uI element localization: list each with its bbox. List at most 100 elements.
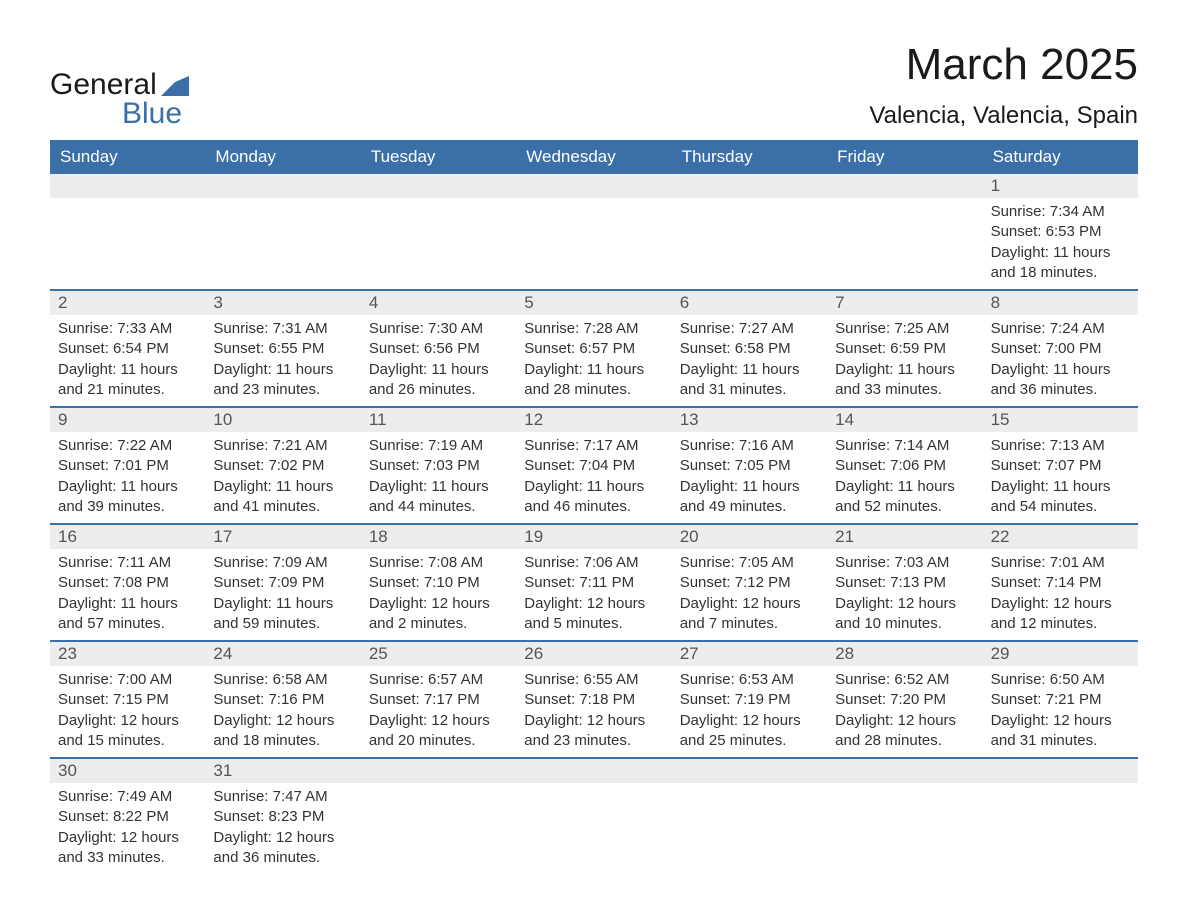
weekday-label: Saturday xyxy=(983,140,1138,174)
sunrise-line: Sunrise: 7:01 AM xyxy=(991,553,1130,573)
day-cell: 15Sunrise: 7:13 AMSunset: 7:07 PMDayligh… xyxy=(983,408,1138,523)
sunrise-line: Sunrise: 6:52 AM xyxy=(835,670,974,690)
sunrise-line: Sunrise: 7:30 AM xyxy=(369,319,508,339)
day-cell xyxy=(983,759,1138,874)
day-body: Sunrise: 6:58 AMSunset: 7:16 PMDaylight:… xyxy=(205,666,360,757)
daylight-line: Daylight: 12 hours and 20 minutes. xyxy=(369,711,508,752)
day-body: Sunrise: 7:05 AMSunset: 7:12 PMDaylight:… xyxy=(672,549,827,640)
week-row: 23Sunrise: 7:00 AMSunset: 7:15 PMDayligh… xyxy=(50,642,1138,759)
day-cell: 25Sunrise: 6:57 AMSunset: 7:17 PMDayligh… xyxy=(361,642,516,757)
sunrise-line: Sunrise: 6:50 AM xyxy=(991,670,1130,690)
day-cell: 26Sunrise: 6:55 AMSunset: 7:18 PMDayligh… xyxy=(516,642,671,757)
sunrise-line: Sunrise: 7:27 AM xyxy=(680,319,819,339)
sunset-line: Sunset: 7:08 PM xyxy=(58,573,197,593)
calendar: SundayMondayTuesdayWednesdayThursdayFrid… xyxy=(50,140,1138,874)
sunrise-line: Sunrise: 7:25 AM xyxy=(835,319,974,339)
weekday-label: Thursday xyxy=(672,140,827,174)
day-number xyxy=(516,759,671,783)
day-cell: 9Sunrise: 7:22 AMSunset: 7:01 PMDaylight… xyxy=(50,408,205,523)
sunset-line: Sunset: 7:19 PM xyxy=(680,690,819,710)
day-body xyxy=(827,783,982,803)
day-number: 5 xyxy=(516,291,671,315)
day-body: Sunrise: 6:53 AMSunset: 7:19 PMDaylight:… xyxy=(672,666,827,757)
sunrise-line: Sunrise: 7:31 AM xyxy=(213,319,352,339)
weekday-header-row: SundayMondayTuesdayWednesdayThursdayFrid… xyxy=(50,140,1138,174)
day-cell: 12Sunrise: 7:17 AMSunset: 7:04 PMDayligh… xyxy=(516,408,671,523)
day-cell xyxy=(672,759,827,874)
sunset-line: Sunset: 7:03 PM xyxy=(369,456,508,476)
day-body xyxy=(983,783,1138,803)
day-number: 22 xyxy=(983,525,1138,549)
day-cell: 5Sunrise: 7:28 AMSunset: 6:57 PMDaylight… xyxy=(516,291,671,406)
sunrise-line: Sunrise: 6:58 AM xyxy=(213,670,352,690)
weekday-label: Friday xyxy=(827,140,982,174)
day-number: 17 xyxy=(205,525,360,549)
day-number: 7 xyxy=(827,291,982,315)
day-number xyxy=(827,759,982,783)
sunrise-line: Sunrise: 7:49 AM xyxy=(58,787,197,807)
daylight-line: Daylight: 12 hours and 2 minutes. xyxy=(369,594,508,635)
day-number: 30 xyxy=(50,759,205,783)
sunrise-line: Sunrise: 7:06 AM xyxy=(524,553,663,573)
sunrise-line: Sunrise: 7:03 AM xyxy=(835,553,974,573)
day-number: 14 xyxy=(827,408,982,432)
day-cell xyxy=(516,174,671,289)
day-cell: 24Sunrise: 6:58 AMSunset: 7:16 PMDayligh… xyxy=(205,642,360,757)
daylight-line: Daylight: 11 hours and 44 minutes. xyxy=(369,477,508,518)
daylight-line: Daylight: 12 hours and 15 minutes. xyxy=(58,711,197,752)
day-number: 26 xyxy=(516,642,671,666)
week-row: 30Sunrise: 7:49 AMSunset: 8:22 PMDayligh… xyxy=(50,759,1138,874)
day-body: Sunrise: 7:13 AMSunset: 7:07 PMDaylight:… xyxy=(983,432,1138,523)
day-body: Sunrise: 7:24 AMSunset: 7:00 PMDaylight:… xyxy=(983,315,1138,406)
day-body xyxy=(516,198,671,218)
day-number: 18 xyxy=(361,525,516,549)
day-number xyxy=(672,174,827,198)
sunrise-line: Sunrise: 7:11 AM xyxy=(58,553,197,573)
day-number: 29 xyxy=(983,642,1138,666)
daylight-line: Daylight: 11 hours and 26 minutes. xyxy=(369,360,508,401)
day-body: Sunrise: 6:57 AMSunset: 7:17 PMDaylight:… xyxy=(361,666,516,757)
day-number: 13 xyxy=(672,408,827,432)
brand-word2: Blue xyxy=(122,100,189,127)
day-number: 16 xyxy=(50,525,205,549)
day-number xyxy=(361,174,516,198)
day-cell xyxy=(827,759,982,874)
weekday-label: Sunday xyxy=(50,140,205,174)
day-number: 31 xyxy=(205,759,360,783)
sunset-line: Sunset: 7:16 PM xyxy=(213,690,352,710)
day-body: Sunrise: 7:49 AMSunset: 8:22 PMDaylight:… xyxy=(50,783,205,874)
day-cell: 28Sunrise: 6:52 AMSunset: 7:20 PMDayligh… xyxy=(827,642,982,757)
header: General Blue March 2025 Valencia, Valenc… xyxy=(50,40,1138,130)
day-cell xyxy=(50,174,205,289)
day-cell: 21Sunrise: 7:03 AMSunset: 7:13 PMDayligh… xyxy=(827,525,982,640)
day-number xyxy=(516,174,671,198)
day-number xyxy=(205,174,360,198)
sunrise-line: Sunrise: 6:53 AM xyxy=(680,670,819,690)
day-body xyxy=(205,198,360,218)
day-cell: 31Sunrise: 7:47 AMSunset: 8:23 PMDayligh… xyxy=(205,759,360,874)
day-body: Sunrise: 7:06 AMSunset: 7:11 PMDaylight:… xyxy=(516,549,671,640)
day-cell xyxy=(516,759,671,874)
sunset-line: Sunset: 6:56 PM xyxy=(369,339,508,359)
day-body xyxy=(516,783,671,803)
day-number: 1 xyxy=(983,174,1138,198)
daylight-line: Daylight: 12 hours and 31 minutes. xyxy=(991,711,1130,752)
day-cell: 8Sunrise: 7:24 AMSunset: 7:00 PMDaylight… xyxy=(983,291,1138,406)
day-body xyxy=(672,783,827,803)
day-cell: 18Sunrise: 7:08 AMSunset: 7:10 PMDayligh… xyxy=(361,525,516,640)
day-body: Sunrise: 7:14 AMSunset: 7:06 PMDaylight:… xyxy=(827,432,982,523)
daylight-line: Daylight: 11 hours and 31 minutes. xyxy=(680,360,819,401)
week-row: 2Sunrise: 7:33 AMSunset: 6:54 PMDaylight… xyxy=(50,291,1138,408)
brand-word1: General xyxy=(50,70,157,100)
day-cell xyxy=(361,759,516,874)
day-cell: 2Sunrise: 7:33 AMSunset: 6:54 PMDaylight… xyxy=(50,291,205,406)
day-body: Sunrise: 7:27 AMSunset: 6:58 PMDaylight:… xyxy=(672,315,827,406)
day-number: 21 xyxy=(827,525,982,549)
daylight-line: Daylight: 12 hours and 5 minutes. xyxy=(524,594,663,635)
week-row: 9Sunrise: 7:22 AMSunset: 7:01 PMDaylight… xyxy=(50,408,1138,525)
sunset-line: Sunset: 7:07 PM xyxy=(991,456,1130,476)
day-number: 25 xyxy=(361,642,516,666)
daylight-line: Daylight: 11 hours and 49 minutes. xyxy=(680,477,819,518)
daylight-line: Daylight: 11 hours and 54 minutes. xyxy=(991,477,1130,518)
sunrise-line: Sunrise: 7:00 AM xyxy=(58,670,197,690)
